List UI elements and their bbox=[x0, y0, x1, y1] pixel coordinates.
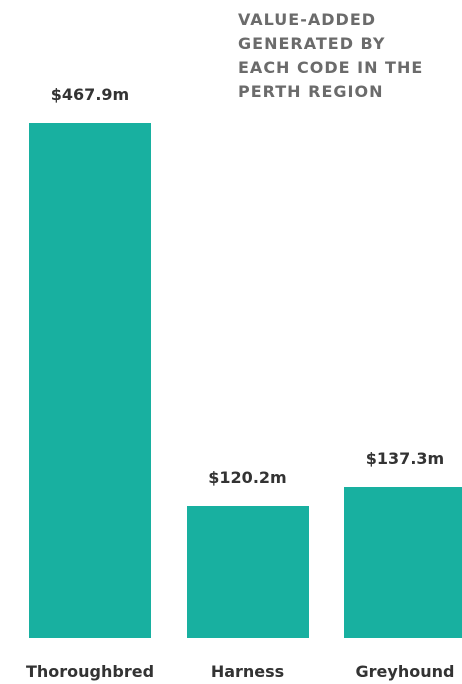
bar bbox=[29, 123, 151, 638]
x-tick-label: Harness bbox=[210, 662, 285, 681]
bar bbox=[344, 486, 462, 638]
x-tick-label: Greyhound bbox=[355, 662, 455, 681]
chart-title: VALUE-ADDED GENERATED BY EACH CODE IN TH… bbox=[238, 10, 424, 101]
bar bbox=[186, 505, 309, 638]
value-label: $137.3m bbox=[365, 448, 445, 468]
x-tick-label: Thoroughbred bbox=[25, 662, 155, 681]
value-label: $467.9m bbox=[50, 85, 130, 105]
value-label: $120.2m bbox=[208, 467, 287, 487]
